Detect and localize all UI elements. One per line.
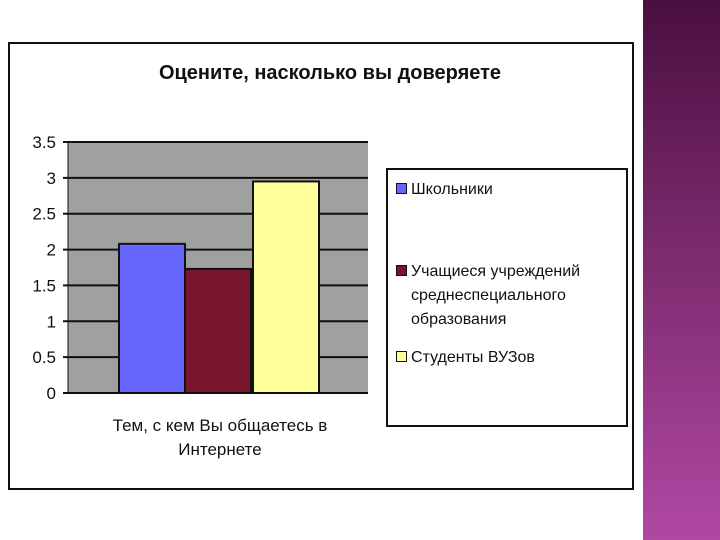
x-category-label: Тем, с кем Вы общаетесь в Интернете (112, 416, 328, 459)
chart-frame: Оцените, насколько вы доверяете 0 0.5 1 1.5… (8, 42, 634, 490)
legend-item: Школьники (396, 178, 626, 202)
bar-3 (252, 180, 320, 394)
legend-item: Студенты ВУЗов (396, 346, 626, 370)
legend-swatch (396, 265, 407, 276)
plot-area: 0 0.5 1 1.5 2 2.5 3 3.5 (32, 133, 368, 403)
bar-2 (184, 267, 252, 394)
legend-swatch (396, 183, 407, 194)
y-tick-label: 0 (47, 384, 56, 403)
legend-label: Школьники (411, 181, 493, 198)
y-tick-label: 0.5 (32, 348, 56, 367)
chart-title: Оцените, насколько вы доверяете (158, 62, 502, 84)
y-tick-label: 2 (47, 241, 56, 260)
legend-label: Учащиеся учреждений среднеспециального о… (411, 263, 581, 328)
slide-decoration-bar (643, 0, 720, 540)
legend: Школьники Учащиеся учреждений среднеспеци… (386, 168, 628, 427)
y-tick-label: 2.5 (32, 205, 56, 224)
y-tick-label: 3 (47, 169, 56, 188)
y-tick-label: 1.5 (32, 276, 56, 295)
bar-1 (118, 242, 186, 394)
y-tick-label: 3.5 (32, 133, 56, 152)
legend-item: Учащиеся учреждений среднеспециального о… (396, 260, 626, 332)
legend-label: Студенты ВУЗов (411, 349, 535, 366)
y-tick-label: 1 (47, 312, 56, 331)
legend-swatch (396, 351, 407, 362)
